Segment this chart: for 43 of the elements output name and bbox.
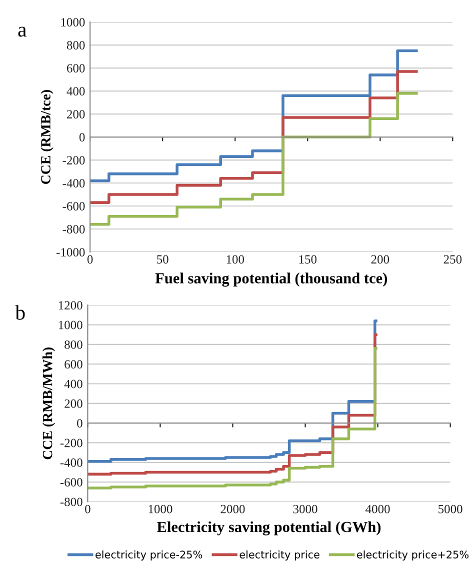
y-tick-label: -400 — [60, 458, 82, 467]
x-tick-label: 2000 — [220, 504, 245, 514]
y-tick-label: 400 — [66, 87, 85, 96]
x-tick-label: 5000 — [438, 504, 462, 514]
x-tick-label: 250 — [444, 255, 462, 264]
x-tick-label: 0 — [85, 504, 90, 514]
x-tick-label: 100 — [226, 255, 244, 264]
x-tick-label: 0 — [87, 255, 93, 264]
y-tick-label: 1000 — [58, 320, 82, 330]
y-tick-label: 200 — [67, 110, 85, 118]
x-axis-title: Fuel saving potential (thousand tce) — [155, 272, 387, 287]
y-tick-label: -600 — [60, 478, 82, 487]
y-tick-label: 200 — [64, 399, 82, 408]
y-tick-label: 0 — [79, 133, 85, 142]
legend-label: electricity price — [240, 550, 320, 560]
y-tick-label: -400 — [62, 179, 85, 188]
y-tick-label: 800 — [66, 41, 85, 50]
x-tick-label: 150 — [299, 255, 317, 264]
y-tick-label: -200 — [60, 438, 82, 448]
x-tick-label: 4000 — [366, 504, 390, 514]
y-tick-label: -1000 — [56, 248, 85, 256]
y-axis-title: CCE (RMB/tce) — [40, 90, 54, 184]
text: b — [15, 305, 25, 320]
x-axis-title: Electricity saving potential (GWh) — [157, 521, 381, 536]
y-tick-label: 1000 — [61, 18, 85, 26]
y-tick-label: 400 — [64, 380, 82, 388]
y-tick-label: 600 — [66, 64, 85, 72]
y-tick-label: 1200 — [58, 301, 82, 310]
y-tick-label: -800 — [60, 498, 82, 506]
legend-label: electricity price+25% — [356, 550, 469, 560]
x-tick-label: 50 — [157, 255, 168, 264]
y-tick-label: 600 — [64, 360, 82, 369]
y-tick-label: 0 — [77, 419, 82, 428]
y-tick-label: 800 — [64, 340, 82, 349]
legend-label: electricity price-25% — [96, 550, 202, 560]
x-tick-label: 1000 — [148, 504, 172, 514]
x-tick-label: 3000 — [293, 504, 318, 514]
x-tick-label: 200 — [371, 255, 390, 264]
y-axis-title: CCE (RMB/MWh) — [42, 348, 56, 460]
y-tick-label: -600 — [62, 202, 85, 210]
y-tick-label: -800 — [62, 225, 85, 234]
y-tick-label: -200 — [62, 156, 85, 164]
text: a — [18, 26, 26, 37]
